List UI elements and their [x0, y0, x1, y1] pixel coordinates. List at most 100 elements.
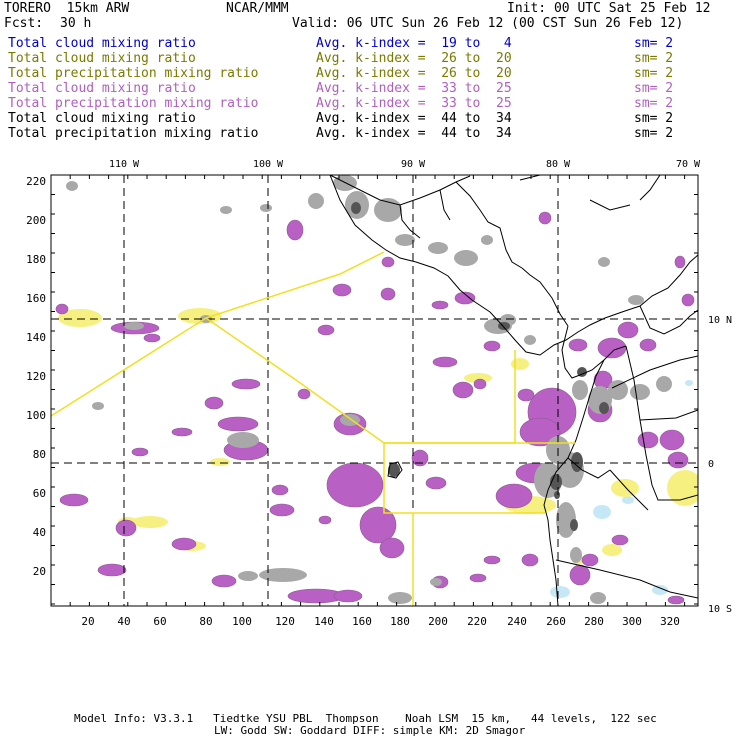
purple-blob	[473, 378, 487, 390]
gray-blob	[430, 578, 442, 586]
legend-index: Avg. k-index = 19 to 4	[316, 36, 512, 51]
x-tick-label: 140	[314, 615, 334, 628]
legend-sm: sm= 2	[634, 96, 674, 111]
gray-blob	[428, 242, 448, 254]
gray-blob	[556, 502, 576, 538]
gray-blob	[481, 235, 493, 245]
plot-frame	[50, 174, 699, 607]
y-tick-label: 40	[33, 526, 46, 539]
x-tick-label: 300	[622, 615, 642, 628]
gray-blob	[524, 335, 536, 345]
purple-blob	[681, 293, 695, 307]
lon-label: 70 W	[676, 159, 701, 170]
x-tick-label: 120	[275, 615, 295, 628]
legend-sm: sm= 2	[634, 81, 674, 96]
legend-sm: sm= 2	[634, 111, 674, 126]
purple-blob	[269, 503, 295, 517]
x-tick-label: 260	[546, 615, 566, 628]
lat-label: 10 S	[708, 604, 732, 615]
x-tick-label: 220	[467, 615, 487, 628]
x-tick-label: 180	[390, 615, 410, 628]
purple-blob	[425, 476, 447, 490]
x-tick-label: 240	[507, 615, 527, 628]
light-blue-areas	[550, 380, 693, 598]
purple-blob	[143, 333, 161, 343]
dark-blob	[554, 491, 560, 499]
purple-blob	[521, 553, 539, 567]
y-tick-label: 60	[33, 487, 46, 500]
purple-blob	[55, 303, 69, 315]
purple-blob	[131, 447, 149, 457]
purple-blob	[452, 381, 474, 399]
dark-gray-areas	[351, 202, 609, 531]
legend-field: Total precipitation mixing ratio	[8, 126, 259, 141]
x-tick-label: 100	[232, 615, 252, 628]
blue-blob	[652, 585, 668, 595]
purple-blob	[317, 324, 335, 336]
x-tick-label: 320	[660, 615, 680, 628]
forecast-hours: 30 h	[60, 16, 92, 31]
physics-info-line: LW: Godd SW: Goddard DIFF: simple KM: 2D…	[214, 724, 526, 737]
gray-blob	[570, 547, 582, 563]
y-tick-label: 160	[26, 292, 46, 305]
dark-blob	[388, 463, 400, 477]
blue-blob	[550, 586, 570, 598]
purple-blob	[611, 534, 629, 546]
purple-blob	[318, 515, 332, 525]
purple-blob	[454, 291, 476, 305]
purple-blob	[431, 300, 449, 310]
y-tick-label: 140	[26, 331, 46, 344]
x-tick-label: 80	[199, 615, 212, 628]
purple-blob	[379, 537, 405, 559]
lon-label: 90 W	[401, 159, 426, 170]
gray-blob	[227, 432, 259, 448]
x-tick-label: 280	[584, 615, 604, 628]
gray-blob	[628, 295, 644, 305]
lat-lon-grid	[51, 175, 698, 606]
purple-blob	[380, 287, 396, 301]
lon-label: 110 W	[109, 159, 140, 170]
purple-blob	[483, 555, 501, 565]
coastlines	[329, 175, 698, 606]
gray-blob	[395, 234, 415, 246]
purple-blob	[517, 388, 535, 402]
lon-label: 100 W	[253, 159, 284, 170]
purple-blob	[211, 574, 237, 588]
legend-field: Total cloud mixing ratio	[8, 51, 196, 66]
y-tick-label: 200	[26, 214, 46, 227]
purple-blob	[639, 338, 657, 352]
purple-blob	[286, 219, 304, 241]
purple-blob	[597, 337, 627, 359]
blue-blob	[622, 496, 634, 504]
axis-ticks	[50, 174, 698, 606]
x-tick-label: 40	[117, 615, 130, 628]
purple-blob	[97, 563, 127, 577]
field-layers	[55, 175, 698, 605]
blue-blob	[593, 505, 611, 519]
gray-blob	[572, 380, 588, 400]
gray-blob	[66, 181, 78, 191]
purple-blob	[171, 537, 197, 551]
purple-blob	[637, 431, 659, 449]
valid-time: Valid: 06 UTC Sun 26 Feb 12 (00 CST Sun …	[292, 16, 684, 31]
purple-blob	[617, 321, 639, 339]
yellow-blob	[602, 544, 622, 556]
x-tick-label: 60	[153, 615, 166, 628]
forecast-label: Fcst:	[4, 16, 44, 31]
gray-blob	[124, 322, 144, 330]
y-tick-label: 100	[26, 409, 46, 422]
purple-blob	[667, 595, 685, 605]
legend-sm: sm= 2	[634, 36, 674, 51]
gray-blob	[259, 568, 307, 582]
y-tick-label: 220	[26, 175, 46, 188]
blue-blob	[685, 380, 693, 386]
x-tick-label: 160	[352, 615, 372, 628]
gray-blob	[454, 250, 478, 266]
purple-blob	[359, 506, 397, 544]
gray-blob	[308, 193, 324, 209]
legend-field: Total cloud mixing ratio	[8, 111, 196, 126]
purple-blob	[333, 589, 363, 603]
flight-track	[50, 251, 575, 606]
model-info-line: Model Info: V3.3.1 Tiedtke YSU PBL Thomp…	[74, 712, 657, 725]
purple-blob	[667, 451, 689, 469]
